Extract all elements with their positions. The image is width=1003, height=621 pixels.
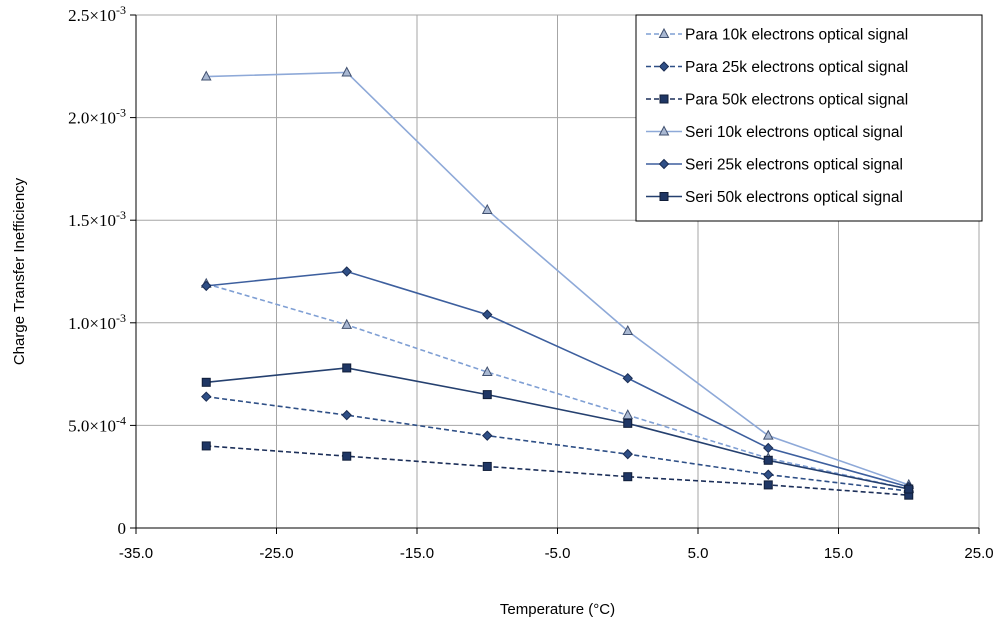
y-tick-label: 2.5×10-3 <box>68 3 126 25</box>
data-point <box>483 462 491 470</box>
data-point <box>342 411 351 420</box>
y-tick-label: 0 <box>118 519 127 538</box>
legend-label: Para 25k electrons optical signal <box>685 59 908 76</box>
legend-label: Para 10k electrons optical signal <box>685 27 908 44</box>
x-tick-label: -35.0 <box>119 545 153 562</box>
data-point <box>483 431 492 440</box>
y-tick-label: 5.0×10-4 <box>68 413 126 435</box>
data-point <box>764 456 772 464</box>
data-point <box>483 310 492 319</box>
legend-label: Seri 25k electrons optical signal <box>685 157 903 174</box>
legend-label: Seri 50k electrons optical signal <box>685 189 903 206</box>
legend-label: Para 50k electrons optical signal <box>685 92 908 109</box>
data-point <box>623 450 632 459</box>
legend-entry: Para 10k electrons optical signal <box>646 27 908 44</box>
data-point <box>342 267 351 276</box>
x-tick-label: -15.0 <box>400 545 434 562</box>
data-point <box>764 470 773 479</box>
data-point <box>764 443 773 452</box>
data-point <box>202 378 210 386</box>
y-axis-title: Charge Transfer Inefficiency <box>11 177 28 365</box>
legend-entry: Seri 25k electrons optical signal <box>646 157 903 174</box>
data-point <box>202 281 211 290</box>
legend-entry: Seri 50k electrons optical signal <box>646 189 903 206</box>
legend-entry: Seri 10k electrons optical signal <box>646 124 903 141</box>
legend: Para 10k electrons optical signal Para 25… <box>636 15 982 221</box>
data-point <box>624 419 632 427</box>
data-point <box>342 320 351 329</box>
data-point <box>764 431 773 440</box>
data-point <box>905 485 913 493</box>
data-point <box>342 67 351 76</box>
legend-label: Seri 10k electrons optical signal <box>685 124 903 141</box>
x-tick-label: -5.0 <box>545 545 571 562</box>
x-tick-label: -25.0 <box>259 545 293 562</box>
data-point <box>764 481 772 489</box>
legend-entry: Para 50k electrons optical signal <box>646 92 908 109</box>
data-point <box>343 364 351 372</box>
data-point <box>343 452 351 460</box>
legend-marker <box>660 193 668 201</box>
x-tick-label: 15.0 <box>824 545 853 562</box>
y-tick-label: 1.5×10-3 <box>68 208 126 230</box>
y-tick-label: 1.0×10-3 <box>68 311 126 333</box>
data-point <box>624 473 632 481</box>
x-tick-label: 25.0 <box>964 545 993 562</box>
x-axis-title: Temperature (°C) <box>500 601 615 618</box>
data-point <box>623 374 632 383</box>
data-point <box>623 410 632 419</box>
data-point <box>483 391 491 399</box>
x-tick-label: 5.0 <box>688 545 709 562</box>
data-point <box>202 392 211 401</box>
data-point <box>202 442 210 450</box>
y-tick-label: 2.0×10-3 <box>68 106 126 128</box>
legend-entry: Para 25k electrons optical signal <box>646 59 908 76</box>
legend-marker <box>660 95 668 103</box>
